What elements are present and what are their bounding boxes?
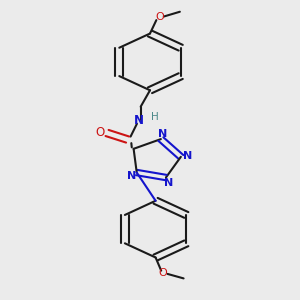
Text: N: N	[134, 114, 144, 127]
Text: N: N	[158, 128, 167, 139]
Text: N: N	[183, 151, 193, 161]
Text: N: N	[164, 178, 173, 188]
Text: N: N	[127, 171, 136, 181]
Text: O: O	[155, 12, 164, 22]
Text: O: O	[96, 127, 105, 140]
Text: H: H	[151, 112, 159, 122]
Text: O: O	[159, 268, 167, 278]
